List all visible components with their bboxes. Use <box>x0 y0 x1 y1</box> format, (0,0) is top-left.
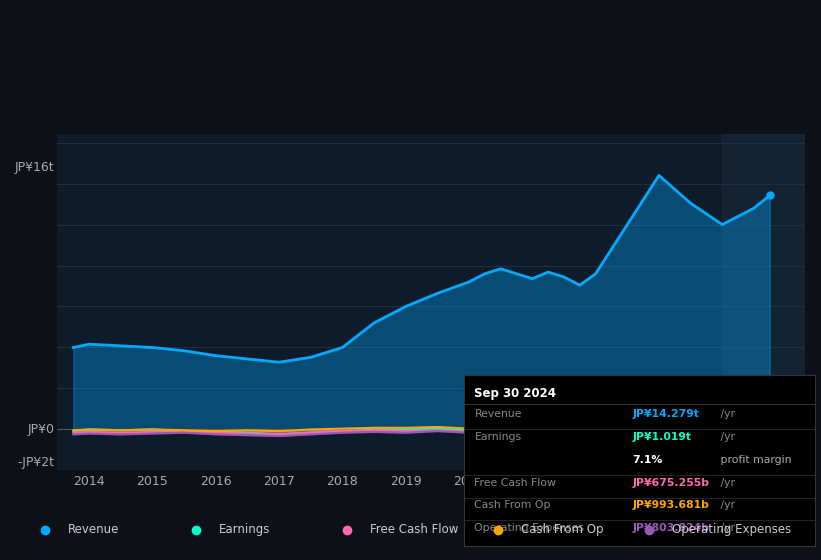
Text: Operating Expenses: Operating Expenses <box>475 523 585 533</box>
Text: Free Cash Flow: Free Cash Flow <box>475 478 557 488</box>
Text: Revenue: Revenue <box>67 523 119 536</box>
Text: Operating Expenses: Operating Expenses <box>672 523 791 536</box>
Text: JP¥993.681b: JP¥993.681b <box>632 501 709 511</box>
Text: JP¥803.824b: JP¥803.824b <box>632 523 709 533</box>
Text: Cash From Op: Cash From Op <box>475 501 551 511</box>
Text: /yr: /yr <box>717 501 735 511</box>
Text: /yr: /yr <box>717 523 735 533</box>
Text: JP¥1.019t: JP¥1.019t <box>632 432 691 442</box>
Text: Cash From Op: Cash From Op <box>521 523 603 536</box>
Text: Earnings: Earnings <box>218 523 270 536</box>
Text: /yr: /yr <box>717 478 735 488</box>
Text: profit margin: profit margin <box>717 455 791 465</box>
Text: Free Cash Flow: Free Cash Flow <box>369 523 458 536</box>
Text: Earnings: Earnings <box>475 432 521 442</box>
Text: Sep 30 2024: Sep 30 2024 <box>475 387 557 400</box>
Bar <box>722 134 805 470</box>
Text: JP¥16t: JP¥16t <box>15 161 54 174</box>
Text: /yr: /yr <box>717 432 735 442</box>
Text: /yr: /yr <box>717 409 735 419</box>
Text: 7.1%: 7.1% <box>632 455 663 465</box>
Text: -JP¥2t: -JP¥2t <box>17 456 54 469</box>
Text: JP¥675.255b: JP¥675.255b <box>632 478 709 488</box>
Text: Revenue: Revenue <box>475 409 522 419</box>
Text: JP¥14.279t: JP¥14.279t <box>632 409 699 419</box>
Text: JP¥0: JP¥0 <box>27 423 54 436</box>
